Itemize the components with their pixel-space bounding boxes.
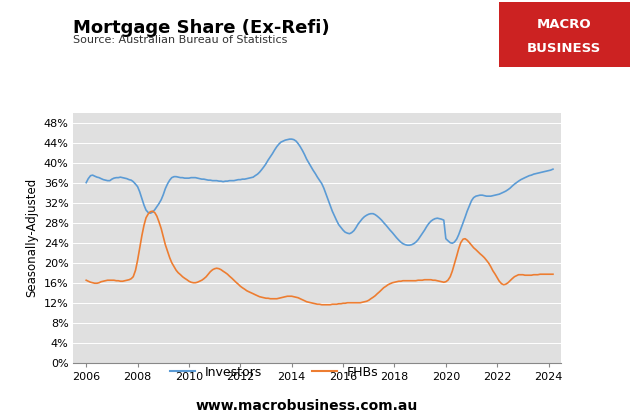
FHBs (267, 296, 274, 301)
Investors (271, 148, 278, 153)
FHBs (438, 279, 445, 284)
Investors (470, 195, 477, 200)
Investors (549, 167, 557, 172)
Text: BUSINESS: BUSINESS (527, 42, 602, 55)
Investors (438, 217, 445, 222)
Text: MACRO: MACRO (537, 18, 591, 31)
Line: FHBs: FHBs (86, 211, 553, 305)
FHBs (378, 287, 385, 292)
Investors (264, 158, 272, 163)
Text: Mortgage Share (Ex-Refi): Mortgage Share (Ex-Refi) (73, 19, 330, 37)
Line: Investors: Investors (86, 139, 553, 245)
FHBs (273, 296, 281, 301)
Investors (106, 178, 114, 183)
Investors (82, 180, 90, 185)
Investors (403, 243, 411, 248)
Y-axis label: Seasonally-Adjusted: Seasonally-Adjusted (25, 178, 38, 297)
FHBs (149, 208, 156, 214)
FHBs (549, 272, 557, 277)
Investors (286, 137, 293, 142)
FHBs (82, 278, 90, 283)
Investors (376, 216, 383, 221)
FHBs (106, 278, 114, 283)
Legend: Investors, FHBs: Investors, FHBs (165, 361, 384, 384)
FHBs (470, 245, 477, 250)
FHBs (318, 302, 325, 307)
Text: Source: Australian Bureau of Statistics: Source: Australian Bureau of Statistics (73, 35, 288, 45)
Text: www.macrobusiness.com.au: www.macrobusiness.com.au (195, 399, 417, 413)
